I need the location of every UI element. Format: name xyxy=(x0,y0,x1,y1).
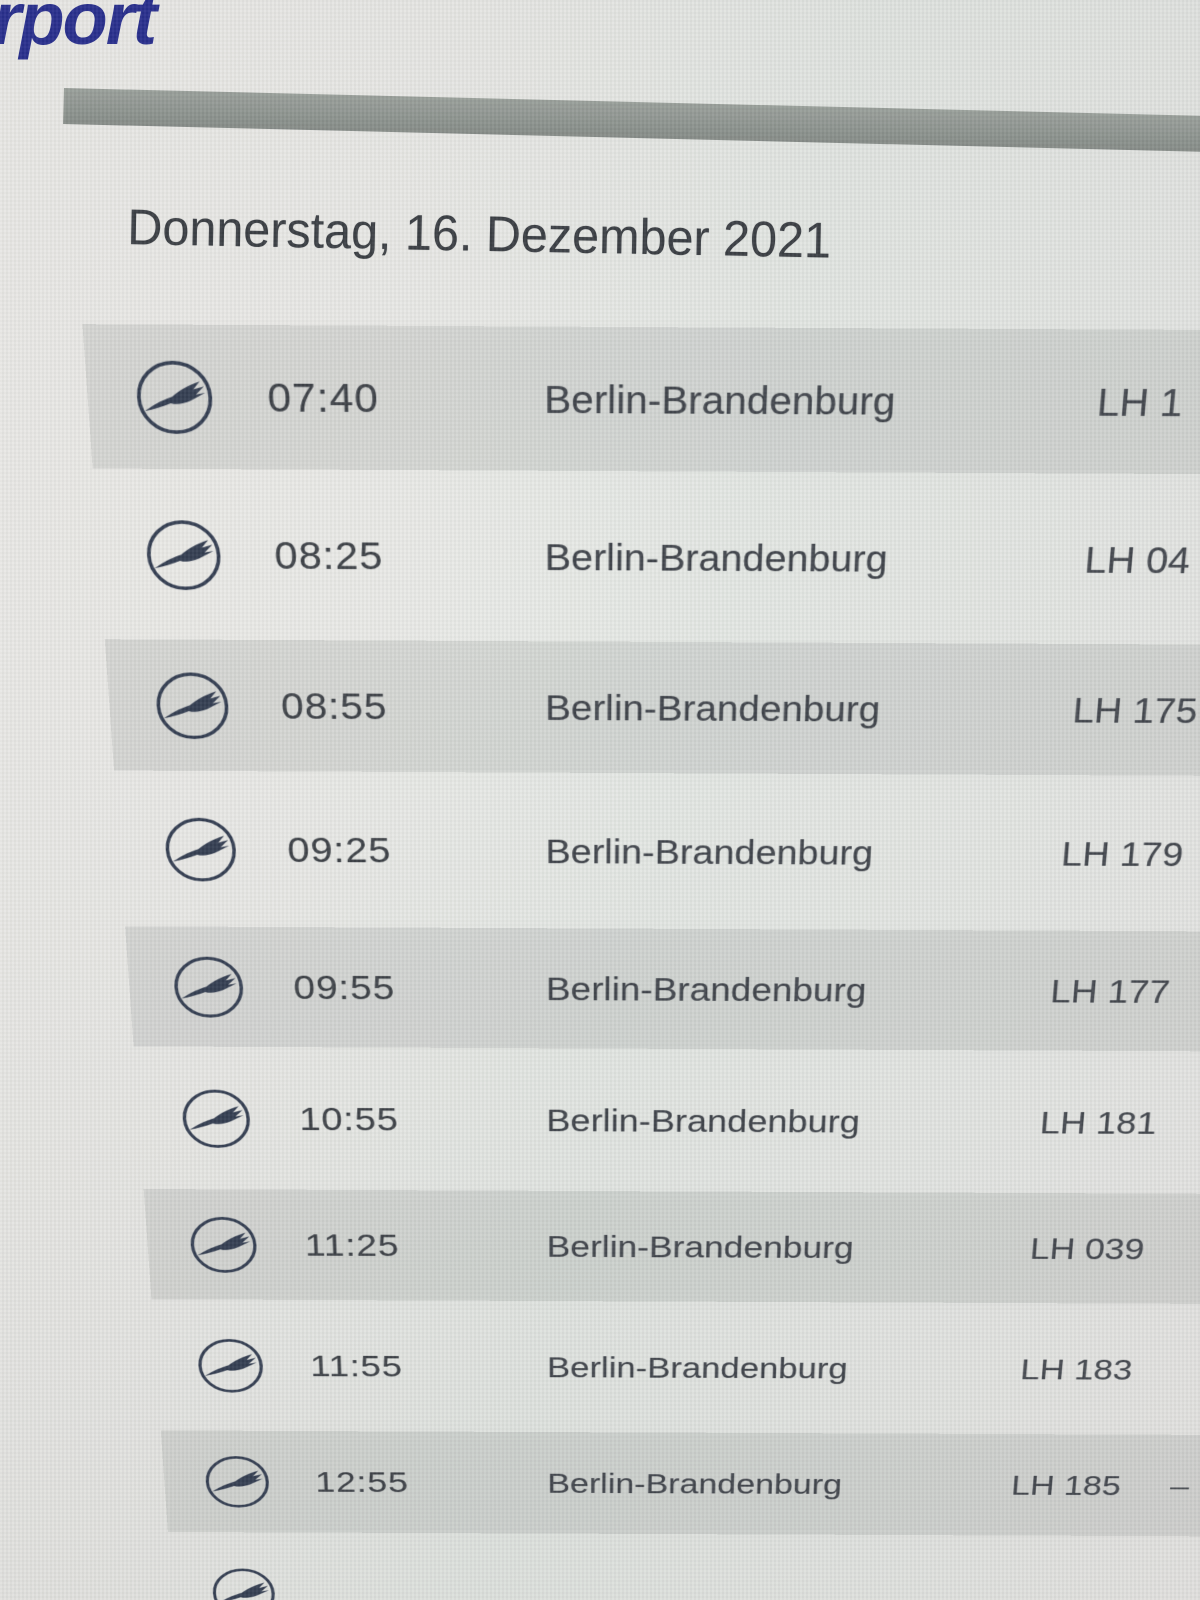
lufthansa-crane-icon xyxy=(193,1336,268,1396)
lufthansa-crane-icon xyxy=(141,516,227,593)
departure-time: 11:25 xyxy=(304,1227,400,1263)
flight-number: LH 179 xyxy=(1059,834,1186,874)
destination-label: Berlin-Brandenburg xyxy=(545,969,868,1009)
flight-number: LH 185 xyxy=(1010,1469,1123,1501)
flight-number: LH 039 xyxy=(1028,1231,1146,1266)
departure-time: 09:25 xyxy=(286,829,392,871)
header-bar xyxy=(63,88,1200,156)
lufthansa-crane-icon xyxy=(177,1086,255,1151)
departure-time: 07:40 xyxy=(266,374,380,422)
destination-label: Berlin-Brandenburg xyxy=(545,687,882,729)
departure-time: 09:55 xyxy=(292,968,396,1007)
flight-row[interactable]: 08:25 Berlin-Brandenburg LH 04 xyxy=(13,477,1192,637)
flight-number: LH 181 xyxy=(1038,1104,1159,1141)
flight-row[interactable]: 07:40 Berlin-Brandenburg LH 1 xyxy=(0,315,1200,483)
destination-label: Berlin-Brandenburg xyxy=(546,1102,861,1140)
flight-number: LH 177 xyxy=(1049,972,1172,1010)
flight-number: LH 1 xyxy=(1095,379,1185,425)
flight-number: LH 175 xyxy=(1071,689,1200,731)
flight-row[interactable]: 10:55 Berlin-Brandenburg LH 181 xyxy=(61,1053,1158,1187)
flight-row[interactable]: 11:55 Berlin-Brandenburg LH 183 xyxy=(82,1305,1134,1428)
airport-logo[interactable]: irport xyxy=(0,0,157,60)
date-heading: Donnerstag, 16. Dezember 2021 xyxy=(126,198,832,269)
row-separator-dash: – xyxy=(1168,1469,1192,1502)
departure-time: 08:25 xyxy=(273,533,384,578)
departure-time: 08:55 xyxy=(280,684,388,728)
departure-time: 12:55 xyxy=(314,1465,410,1499)
flight-row[interactable]: 12:55 Berlin-Brandenburg LH 185 – xyxy=(92,1424,1191,1542)
lufthansa-crane-icon xyxy=(201,1453,274,1510)
flight-number: LH 183 xyxy=(1019,1352,1134,1386)
flight-row[interactable]: 09:55 Berlin-Brandenburg LH 177 xyxy=(50,919,1172,1058)
flight-row[interactable]: 09:25 Berlin-Brandenburg LH 179 xyxy=(38,778,1185,924)
departure-time: 11:55 xyxy=(309,1348,404,1384)
destination-label: Berlin-Brandenburg xyxy=(544,376,897,423)
flight-number: LH 04 xyxy=(1083,538,1193,581)
flight-list: 07:40 Berlin-Brandenburg LH 1 08:25 Berl… xyxy=(0,315,1200,1600)
departure-time: 10:55 xyxy=(298,1100,400,1138)
lufthansa-crane-icon xyxy=(160,814,242,885)
destination-label: Berlin-Brandenburg xyxy=(546,1229,855,1265)
lufthansa-crane-icon xyxy=(130,357,218,438)
lufthansa-crane-icon xyxy=(150,669,233,743)
lufthansa-crane-icon xyxy=(169,953,249,1021)
lufthansa-crane-icon xyxy=(185,1214,261,1276)
lufthansa-crane-icon xyxy=(208,1566,279,1600)
destination-label: Berlin-Brandenburg xyxy=(545,831,875,872)
flight-row[interactable]: 08:55 Berlin-Brandenburg LH 175 xyxy=(26,631,1199,784)
destination-label: Berlin-Brandenburg xyxy=(547,1467,843,1500)
destination-label: Berlin-Brandenburg xyxy=(547,1350,849,1385)
flight-row-partial[interactable] xyxy=(101,1538,1086,1600)
flight-row[interactable]: 11:25 Berlin-Brandenburg LH 039 xyxy=(72,1182,1146,1310)
destination-label: Berlin-Brandenburg xyxy=(544,535,889,580)
